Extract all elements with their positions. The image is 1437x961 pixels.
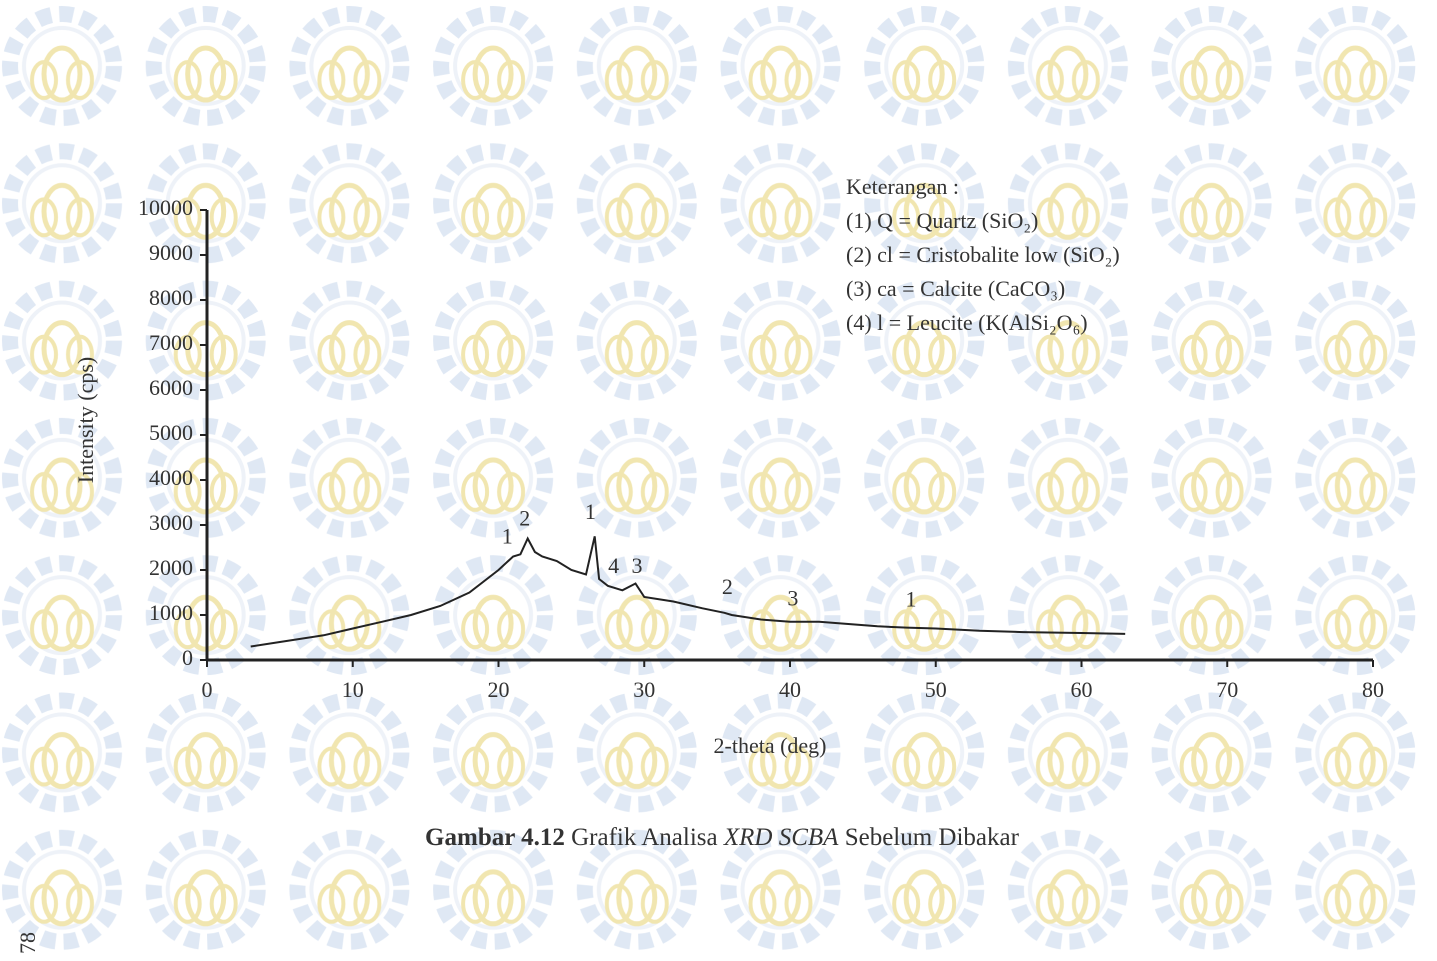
x-axis-label: 2-theta (deg): [714, 733, 827, 758]
peak-label: 1: [905, 587, 916, 612]
notes-item: (1) Q = Quartz (SiO₂): [846, 208, 1038, 233]
y-tick-label: 7000: [149, 330, 193, 355]
peak-label: 4: [608, 553, 619, 578]
x-tick-label: 20: [488, 677, 510, 702]
peak-label: 3: [631, 553, 642, 578]
y-tick-label: 0: [182, 645, 193, 670]
y-tick-label: 6000: [149, 375, 193, 400]
peak-label: 1: [585, 499, 596, 524]
y-tick-label: 8000: [149, 285, 193, 310]
caption-text: Grafik Analisa: [571, 824, 717, 851]
peak-label: 2: [519, 506, 530, 531]
caption-text: Sebelum Dibakar: [845, 824, 1020, 851]
x-tick-label: 10: [342, 677, 364, 702]
x-tick-label: 60: [1071, 677, 1093, 702]
y-tick-label: 5000: [149, 420, 193, 445]
notes-item: (4) l = Leucite (K(AlSi₂O₆): [846, 310, 1088, 335]
y-tick-label: 3000: [149, 510, 193, 535]
y-tick-label: 1000: [149, 600, 193, 625]
page-number: 78: [15, 932, 40, 954]
peak-label: 3: [787, 586, 798, 611]
x-tick-label: 30: [633, 677, 655, 702]
y-tick-label: 9000: [149, 240, 193, 265]
x-tick-label: 80: [1362, 677, 1384, 702]
peak-label: 1: [502, 524, 513, 549]
y-tick-label: 10000: [138, 195, 193, 220]
page: 2-theta (deg) Intensity (cps) Gambar 4.1…: [0, 0, 1437, 961]
caption: Gambar 4.12 Grafik Analisa XRD SCBA Sebe…: [425, 824, 1020, 851]
y-axis-label: Intensity (cps): [73, 357, 98, 483]
y-tick-label: 4000: [149, 465, 193, 490]
notes-item: (2) cl = Cristobalite low (SiO₂): [846, 242, 1120, 267]
watermark: [0, 0, 1437, 961]
peak-label: 2: [722, 574, 733, 599]
caption-number: Gambar 4.12: [425, 824, 565, 851]
x-tick-label: 70: [1216, 677, 1238, 702]
notes-title: Keterangan :: [846, 174, 959, 199]
y-tick-label: 2000: [149, 555, 193, 580]
caption-emphasis: XRD SCBA: [723, 824, 839, 851]
x-tick-label: 50: [925, 677, 947, 702]
x-tick-label: 40: [779, 677, 801, 702]
notes-item: (3) ca = Calcite (CaCO₃): [846, 276, 1065, 301]
x-tick-label: 0: [202, 677, 213, 702]
